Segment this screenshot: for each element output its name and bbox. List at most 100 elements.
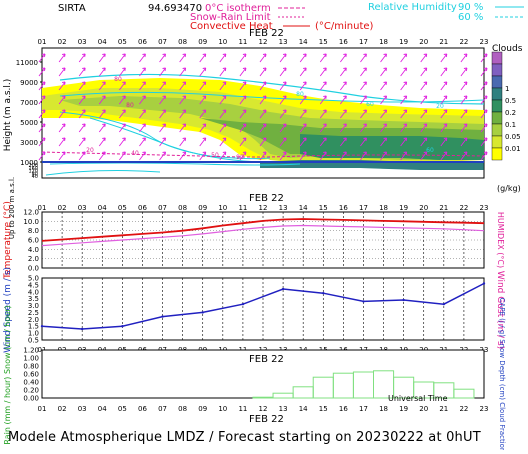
legend-convective: Convective Heat <box>190 21 273 32</box>
colorbar-tick-0.2: 0.2 <box>505 109 516 117</box>
rain-ytick: 0.80 <box>23 363 39 371</box>
wind-arrow-head <box>162 95 166 100</box>
top-hour-10: 10 <box>218 38 227 46</box>
wind-arrow <box>239 95 247 105</box>
wind-arrow <box>78 53 86 63</box>
legend-snowrain: Snow-Rain Limit <box>190 12 271 23</box>
mid-hour-14: 14 <box>299 204 308 212</box>
wind-arrow-head <box>102 123 106 128</box>
isotherm-label: 20 <box>86 147 94 154</box>
wind-arrow-head <box>242 81 247 86</box>
wind-arrow <box>319 81 327 91</box>
wind-arrow <box>279 109 287 119</box>
bottom-date-label: FEB 22 <box>249 414 284 425</box>
wind-arrow-head <box>283 151 287 156</box>
top-hour-04: 04 <box>98 38 107 46</box>
wind-arrow <box>259 137 267 147</box>
bottom-hour-22: 22 <box>459 405 468 413</box>
wind-ytick: 2.5 <box>28 309 39 317</box>
rain-bar-12 <box>252 396 274 399</box>
wind-arrow-head <box>443 95 448 100</box>
wind-arrow-head <box>262 95 267 100</box>
wind-arrow <box>420 81 428 91</box>
wind-arrow <box>319 95 327 105</box>
wind-arrow <box>38 137 46 147</box>
footer-text: Modele Atmospherique LMDZ / Forecast sta… <box>8 430 481 445</box>
isotherm-label: 60 <box>426 147 434 154</box>
wind-arrow-head <box>262 137 267 142</box>
wind-arrow <box>440 137 448 147</box>
wind-arrow <box>179 53 186 63</box>
wind-arrow-head <box>483 67 488 72</box>
bottom-hour-04: 04 <box>98 405 107 413</box>
bottom-hour-14: 14 <box>299 405 308 413</box>
wind-arrow-head <box>202 137 207 142</box>
wind-arrow-head <box>323 53 327 58</box>
wind-arrow-head <box>483 109 488 114</box>
wind-arrow <box>58 137 66 147</box>
wind-arrow-head <box>82 81 86 86</box>
wind-arrow <box>239 109 247 119</box>
wind-arrow <box>38 109 46 119</box>
universal-time-label: Universal Time <box>388 394 448 403</box>
wind-arrow <box>139 81 146 91</box>
wind-arrow-head <box>262 151 267 156</box>
wind-arrow-head <box>423 81 428 86</box>
wind-arrow-head <box>343 53 347 58</box>
rain-y2-title: CAPE (J / g) Snow Depth (cm) Cloud Fract… <box>498 298 506 450</box>
cloud-lowtick-80: 80 <box>32 171 38 177</box>
wind-arrow <box>360 53 367 63</box>
wind-arrow <box>58 67 66 77</box>
wind-arrow <box>58 53 66 63</box>
wind-arrow <box>480 151 488 161</box>
wind-arrow-head <box>102 109 106 114</box>
wind-arrow <box>420 53 428 63</box>
wind-arrow-head <box>403 109 408 114</box>
wind-arrow-head <box>182 81 187 86</box>
wind-arrow-head <box>363 67 367 72</box>
legend-rh-60: 60 % <box>458 12 483 23</box>
bottom-hours-axis: 01 02 03 04 05 06 07 08 09 10 11 12 13 14 15 16 17 18 19 20… <box>38 405 489 413</box>
bottom-hour-09: 09 <box>198 405 207 413</box>
wind-arrow <box>219 151 227 161</box>
wind-arrow-head <box>162 109 166 114</box>
cloud-ytick-3000: 3000 <box>20 139 38 147</box>
wind-arrow-head <box>262 53 267 58</box>
wind-arrow <box>78 81 86 91</box>
wind-arrow-head <box>403 95 408 100</box>
wind-arrow-head <box>242 95 247 100</box>
wind-arrow <box>78 137 86 147</box>
wind-arrow <box>400 151 407 161</box>
wind-arrow <box>420 151 428 161</box>
wind-arrow <box>38 95 46 105</box>
wind-ytick: 3.0 <box>28 302 39 310</box>
mid-hour-10: 10 <box>218 204 227 212</box>
wind-arrow <box>139 151 146 161</box>
wind-arrow-head <box>303 53 307 58</box>
wind-arrow <box>98 67 106 77</box>
wind-arrow-head <box>202 151 207 156</box>
wind-arrow-head <box>182 53 187 58</box>
wind-arrow-head <box>463 137 468 142</box>
cloud-lowtick-200: 200 <box>28 163 38 169</box>
colorbar-tick-0.5: 0.5 <box>505 97 516 105</box>
mid-hour-22: 22 <box>459 204 468 212</box>
wind-arrow <box>119 109 126 119</box>
top-hour-03: 03 <box>78 38 87 46</box>
wind-arrow <box>259 67 267 77</box>
wind-arrow-head <box>423 109 428 114</box>
wind-arrow-head <box>222 53 227 58</box>
wind-arrow-head <box>122 53 126 58</box>
wind-arrow-head <box>483 137 488 142</box>
cloud-ytick-5000: 5000 <box>20 119 38 127</box>
wind-arrow-head <box>182 109 187 114</box>
wind-arrow-head <box>443 137 448 142</box>
temp-y-title: Temperature (°C) <box>3 201 13 280</box>
wind-arrow-head <box>182 67 187 72</box>
wind-arrow-head <box>62 67 66 72</box>
rain-y-ticks: 1.201.000.800.600.400.200.00 <box>23 347 39 403</box>
wind-arrow <box>400 95 407 105</box>
wind-arrow-head <box>142 123 146 128</box>
wind-arrow-head <box>102 67 106 72</box>
